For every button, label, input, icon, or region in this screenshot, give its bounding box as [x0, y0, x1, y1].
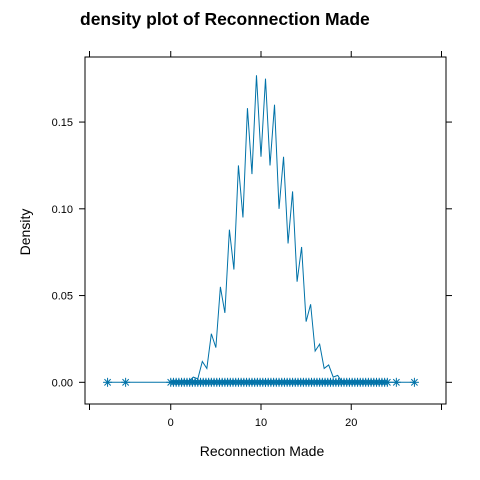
- chart-title: density plot of Reconnection Made: [80, 9, 370, 29]
- x-tick-label: 20: [345, 417, 357, 429]
- y-axis-label: Density: [17, 209, 33, 256]
- rug-point: [382, 377, 392, 387]
- x-axis-label: Reconnection Made: [200, 443, 325, 459]
- density-curve: [107, 75, 415, 383]
- axis-ticks: [79, 51, 452, 410]
- plot-frame: [84, 56, 447, 405]
- rug-point: [121, 377, 131, 387]
- y-tick-label: 0.15: [52, 117, 73, 129]
- rug-point: [103, 377, 113, 387]
- x-tick-label: 0: [168, 417, 174, 429]
- rug-point: [391, 377, 401, 387]
- rug-point: [409, 377, 419, 387]
- rug-points: [103, 377, 419, 387]
- x-tick-label: 10: [255, 417, 267, 429]
- y-tick-label: 0.05: [52, 291, 73, 303]
- axis-tick-labels: 0 10 20 0.00 0.05 0.10 0.15: [52, 117, 358, 429]
- y-tick-label: 0.10: [52, 204, 73, 216]
- y-tick-label: 0.00: [52, 377, 73, 389]
